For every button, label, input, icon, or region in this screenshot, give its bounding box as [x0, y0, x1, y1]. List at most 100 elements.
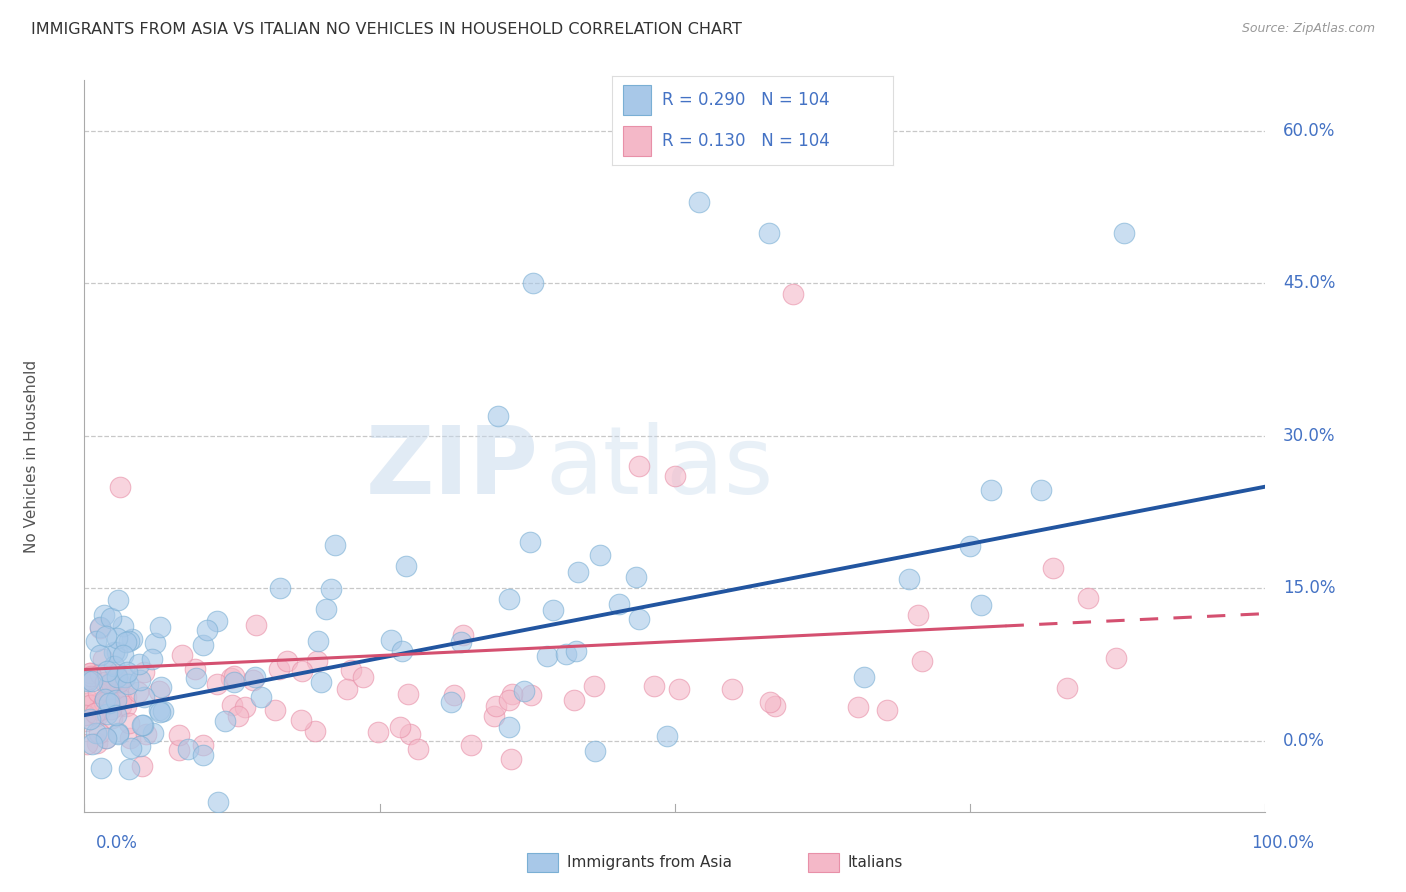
Point: [90, 702, 112, 716]
Point: [443, 688, 465, 702]
Point: [108, 480, 131, 494]
Point: [307, 654, 329, 668]
Point: [522, 277, 544, 291]
Point: [127, 685, 149, 699]
Point: [721, 681, 744, 696]
Point: [499, 752, 522, 766]
Point: [498, 692, 520, 706]
Point: [86, 736, 108, 750]
Point: [96, 731, 118, 745]
Point: [451, 628, 474, 642]
Point: [290, 713, 312, 727]
Point: [96, 707, 118, 722]
Point: [498, 720, 520, 734]
Point: [582, 679, 605, 693]
Point: [105, 680, 128, 694]
Point: [86, 709, 108, 723]
Point: [207, 677, 229, 691]
Point: [1077, 591, 1099, 606]
Point: [336, 681, 359, 696]
Point: [226, 709, 249, 723]
Point: [115, 665, 138, 679]
Point: [100, 702, 122, 716]
Point: [222, 669, 245, 683]
Point: [243, 670, 266, 684]
Text: 30.0%: 30.0%: [1284, 427, 1336, 445]
Point: [96, 664, 118, 678]
Point: [118, 633, 141, 648]
Point: [77, 674, 100, 689]
Point: [269, 581, 291, 595]
Point: [89, 667, 111, 681]
Point: [87, 685, 110, 699]
Point: [1042, 561, 1064, 575]
Point: [141, 726, 163, 740]
Point: [150, 681, 173, 695]
Point: [110, 698, 132, 713]
Point: [482, 709, 505, 723]
Point: [114, 699, 136, 714]
Point: [583, 744, 606, 758]
Point: [643, 680, 665, 694]
Point: [291, 664, 314, 678]
Point: [132, 718, 155, 732]
Point: [536, 648, 558, 663]
Point: [589, 548, 612, 562]
Point: [513, 684, 536, 698]
Point: [98, 697, 121, 711]
Text: Source: ZipAtlas.com: Source: ZipAtlas.com: [1241, 22, 1375, 36]
Point: [94, 675, 117, 690]
Point: [183, 661, 205, 675]
Point: [91, 652, 114, 666]
Point: [112, 619, 135, 633]
Point: [90, 760, 112, 774]
Bar: [623, 85, 651, 115]
Text: 0.0%: 0.0%: [96, 834, 138, 852]
Point: [207, 795, 229, 809]
Point: [131, 718, 153, 732]
Point: [193, 638, 215, 652]
Point: [852, 670, 875, 684]
Point: [128, 657, 150, 671]
Point: [89, 648, 111, 662]
Point: [388, 720, 411, 734]
Point: [80, 737, 103, 751]
Point: [450, 635, 472, 649]
Point: [98, 677, 121, 691]
Point: [323, 539, 346, 553]
Point: [396, 687, 419, 701]
Point: [263, 703, 285, 717]
Text: No Vehicles in Household: No Vehicles in Household: [24, 359, 39, 553]
Point: [309, 675, 332, 690]
Point: [214, 714, 236, 729]
Point: [565, 643, 588, 657]
Point: [1029, 483, 1052, 497]
Point: [970, 599, 993, 613]
Point: [276, 654, 298, 668]
Point: [191, 738, 214, 752]
Point: [149, 620, 172, 634]
Text: IMMIGRANTS FROM ASIA VS ITALIAN NO VEHICLES IN HOUSEHOLD CORRELATION CHART: IMMIGRANTS FROM ASIA VS ITALIAN NO VEHIC…: [31, 22, 742, 37]
Point: [80, 669, 103, 683]
Point: [307, 634, 329, 648]
Point: [84, 633, 107, 648]
Point: [319, 582, 342, 596]
Point: [627, 611, 650, 625]
Point: [101, 673, 124, 687]
Point: [118, 762, 141, 776]
Point: [177, 742, 200, 756]
Point: [242, 673, 264, 687]
Point: [148, 683, 170, 698]
Text: 100.0%: 100.0%: [1251, 834, 1315, 852]
Text: R = 0.290   N = 104: R = 0.290 N = 104: [662, 91, 830, 109]
Point: [129, 739, 152, 754]
Point: [460, 738, 482, 752]
Point: [152, 704, 174, 718]
Point: [980, 483, 1002, 498]
Point: [114, 670, 136, 684]
Point: [664, 469, 686, 483]
Text: 60.0%: 60.0%: [1284, 122, 1336, 140]
Point: [352, 671, 374, 685]
Point: [121, 632, 143, 646]
Point: [94, 629, 117, 643]
